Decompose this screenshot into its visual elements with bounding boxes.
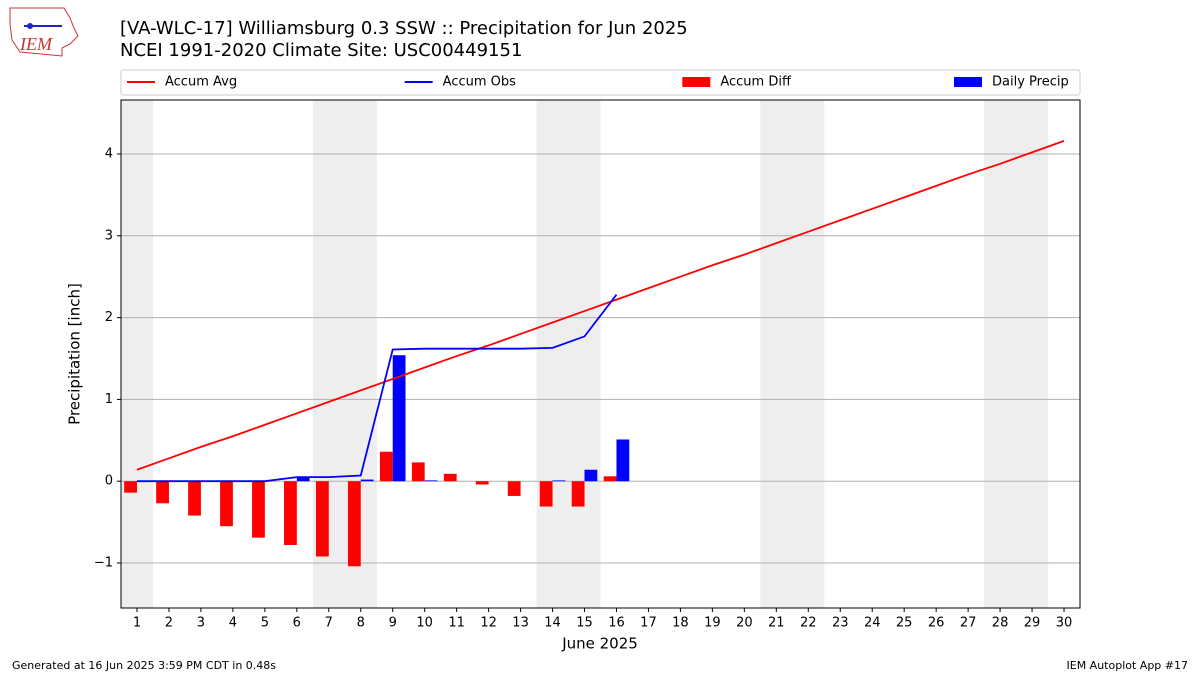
x-tick-label: 14 [544,616,561,631]
bar [347,481,361,567]
legend-label: Accum Diff [720,75,792,90]
weekend-shade [984,100,1017,608]
weekend-shade [121,100,153,608]
line [136,140,1065,471]
x-tick-label: 11 [448,616,465,631]
bar [124,481,137,493]
x-tick-label: 6 [293,616,301,631]
x-tick-label: 20 [736,616,753,631]
bar [156,481,169,504]
x-tick-label: 5 [261,616,269,631]
x-tick-label: 26 [928,616,945,631]
x-tick-label: 29 [1024,616,1041,631]
logo: IEM [9,7,79,57]
bar [315,481,329,557]
logo-outline [9,7,79,57]
x-tick-label: 8 [357,616,365,631]
bar [411,462,425,482]
bar [616,439,630,482]
bar [584,469,598,482]
y-tick-label: −1 [94,556,113,571]
bar [552,480,566,482]
y-axis-label: Precipitation [inch] [66,283,84,425]
y-tick-label: 4 [105,146,113,161]
line [136,294,618,483]
y-tick-label: 1 [105,392,113,407]
x-axis-label: June 2025 [561,635,638,653]
x-tick-label: 27 [960,616,977,631]
bar [379,451,393,482]
legend-box [120,69,1081,96]
x-tick-label: 30 [1056,616,1073,631]
logo-text: IEM [19,34,53,54]
logo-icon [27,23,33,29]
x-tick-label: 16 [608,616,625,631]
x-tick-label: 23 [832,616,849,631]
weekend-shade [1016,100,1049,608]
x-tick-label: 7 [325,616,333,631]
bar [188,481,201,516]
weekend-shade [568,100,601,608]
chart-title: [VA-WLC-17] Williamsburg 0.3 SSW :: Prec… [120,18,688,39]
legend-label: Accum Obs [443,75,516,90]
x-tick-label: 1 [133,616,141,631]
x-tick-label: 2 [165,616,173,631]
bar [443,473,457,482]
x-tick-label: 17 [640,616,657,631]
legend-swatch [682,77,711,87]
x-tick-label: 22 [800,616,817,631]
bar [571,481,585,507]
bar [360,479,374,482]
bar [539,481,553,507]
x-tick-label: 12 [480,616,497,631]
x-tick-label: 13 [512,616,529,631]
legend-label: Accum Avg [165,75,237,90]
bar [507,481,521,496]
legend-label: Daily Precip [992,75,1069,90]
x-tick-label: 4 [229,616,237,631]
x-tick-label: 15 [576,616,593,631]
y-tick-label: 2 [105,310,113,325]
x-tick-label: 18 [672,616,689,631]
plot-frame [120,99,1081,609]
x-tick-label: 19 [704,616,721,631]
x-tick-label: 28 [992,616,1009,631]
y-tick-label: 3 [105,228,113,243]
x-tick-label: 24 [864,616,881,631]
x-tick-label: 3 [197,616,205,631]
x-tick-label: 25 [896,616,913,631]
bar [284,481,297,546]
y-tick-label: 0 [105,474,113,489]
bar [475,481,489,485]
bar [220,481,233,527]
footer-right: IEM Autoplot App #17 [1067,659,1189,672]
bar [252,481,265,538]
legend-swatch [954,77,982,87]
footer-left: Generated at 16 Jun 2025 3:59 PM CDT in … [12,659,276,672]
chart-subtitle: NCEI 1991-2020 Climate Site: USC00449151 [120,40,522,61]
bar [392,355,406,482]
weekend-shade [536,100,569,608]
bar [296,477,310,482]
bar [424,480,438,482]
weekend-shade [792,100,825,608]
bar [603,476,617,482]
x-tick-label: 9 [389,616,397,631]
x-tick-label: 21 [768,616,785,631]
weekend-shade [760,100,793,608]
x-tick-label: 10 [416,616,433,631]
